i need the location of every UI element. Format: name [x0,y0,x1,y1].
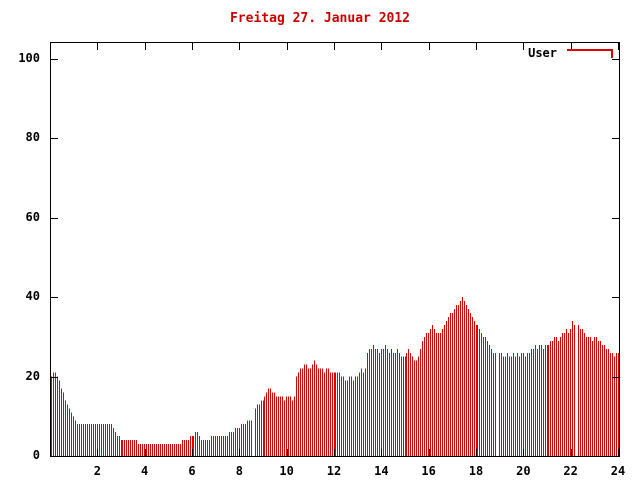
y-tick-label: 80 [25,130,40,145]
y-tick-label: 20 [25,368,40,383]
x-tick-label: 20 [516,464,531,478]
x-tick-label: 16 [421,464,436,478]
x-tick-label: 10 [279,464,294,478]
bar-series-user [51,297,619,456]
y-tick-label: 100 [18,50,40,65]
x-tick-label: 12 [326,464,342,478]
y-tick-label: 60 [25,209,40,224]
axis-tick-marks [51,43,619,456]
x-tick-label: 18 [468,464,484,478]
x-tick-label: 8 [235,464,243,478]
legend-line-sample [567,48,613,58]
x-tick-label: 2 [93,464,101,478]
x-tick-label: 14 [374,464,389,478]
y-tick-label: 40 [25,289,40,304]
plot-area: User [50,42,620,457]
chart-title: Freitag 27. Januar 2012 [229,11,410,26]
x-tick-label: 4 [141,464,149,478]
x-tick-label: 22 [563,464,578,478]
x-tick-label: 24 [610,464,626,478]
legend-label: User [528,46,557,60]
x-tick-label: 6 [188,464,196,478]
bars-layer [51,43,619,456]
y-tick-label: 0 [32,448,40,462]
legend: User [528,46,613,60]
